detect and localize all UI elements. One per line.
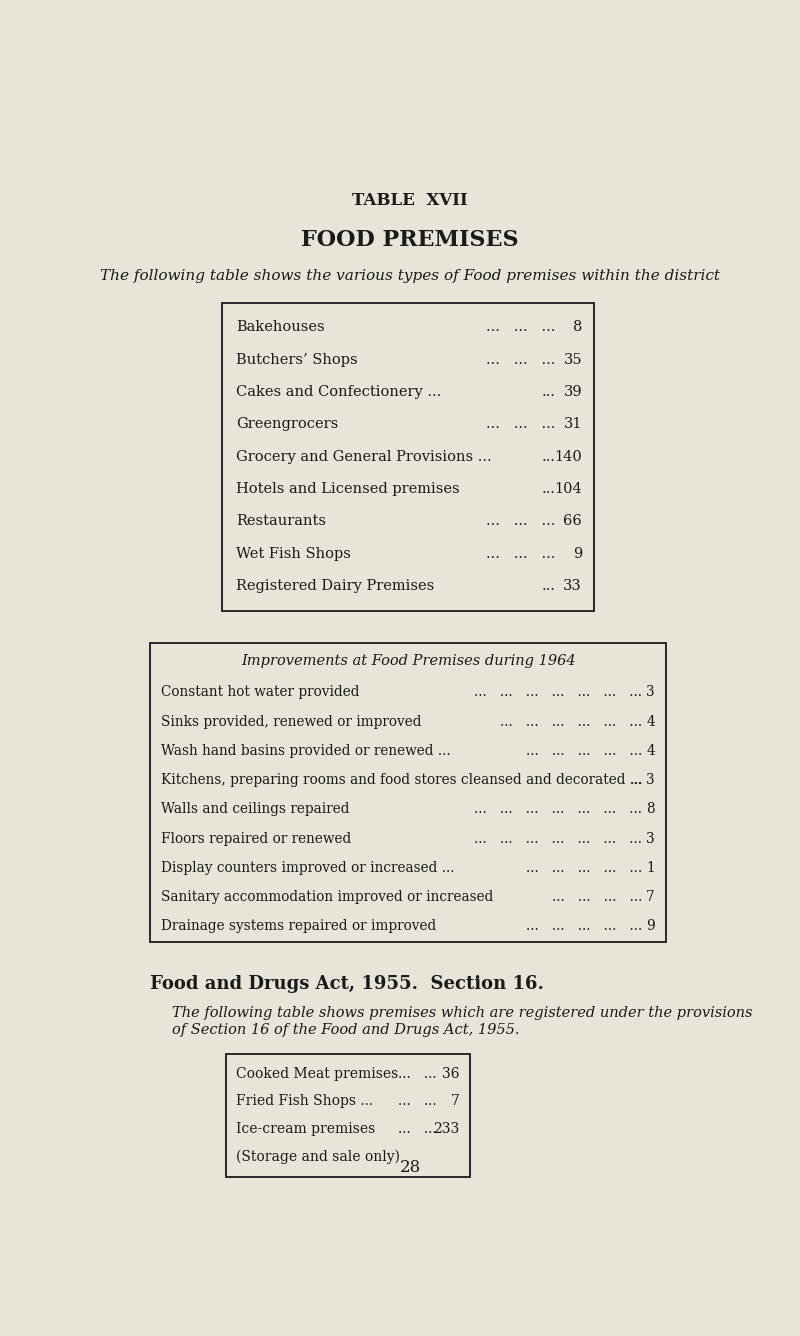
- Text: ...   ...   ...   ...   ...   ...   ...: ... ... ... ... ... ... ...: [474, 832, 642, 846]
- Text: ...: ...: [542, 450, 556, 464]
- Text: ...   ...   ...: ... ... ...: [486, 353, 556, 367]
- Text: Drainage systems repaired or improved: Drainage systems repaired or improved: [162, 919, 437, 934]
- Text: 3: 3: [646, 685, 655, 699]
- Text: 3: 3: [646, 774, 655, 787]
- Text: ...   ...   ...   ...   ...   ...   ...: ... ... ... ... ... ... ...: [474, 803, 642, 816]
- Text: 4: 4: [646, 744, 655, 758]
- Text: Food and Drugs Act, 1955.  Section 16.: Food and Drugs Act, 1955. Section 16.: [150, 975, 544, 993]
- Text: ...   ...   ...   ...   ...   ...: ... ... ... ... ... ...: [500, 715, 642, 728]
- Text: 28: 28: [399, 1158, 421, 1176]
- Text: Registered Dairy Premises: Registered Dairy Premises: [237, 578, 434, 593]
- Text: Floors repaired or renewed: Floors repaired or renewed: [162, 832, 351, 846]
- Text: 4: 4: [646, 715, 655, 728]
- Text: ...: ...: [542, 385, 556, 399]
- Text: Ice-cream premises: Ice-cream premises: [237, 1122, 376, 1136]
- Text: Cooked Meat premises: Cooked Meat premises: [237, 1066, 398, 1081]
- Text: ...   ...   ...: ... ... ...: [486, 417, 556, 432]
- Text: TABLE  XVII: TABLE XVII: [352, 192, 468, 208]
- Text: ...: ...: [630, 774, 642, 787]
- Text: 233: 233: [434, 1122, 459, 1136]
- Text: 31: 31: [563, 417, 582, 432]
- Bar: [222, 303, 594, 611]
- Text: Sanitary accommodation improved or increased: Sanitary accommodation improved or incre…: [162, 890, 494, 904]
- Text: ...   ...   ...: ... ... ...: [486, 514, 556, 529]
- Text: ...   ...   ...   ...   ...: ... ... ... ... ...: [526, 744, 642, 758]
- Text: Display counters improved or increased ...: Display counters improved or increased .…: [162, 860, 454, 875]
- Text: 66: 66: [563, 514, 582, 529]
- Bar: [226, 1054, 470, 1177]
- Text: ...   ...   ...   ...: ... ... ... ...: [552, 890, 642, 904]
- Text: The following table shows premises which are registered under the provisions: The following table shows premises which…: [172, 1006, 753, 1021]
- Text: 9: 9: [646, 919, 655, 934]
- Text: 1: 1: [646, 860, 655, 875]
- Bar: [150, 643, 666, 942]
- Text: ...   ...   ...: ... ... ...: [486, 546, 556, 561]
- Text: Cakes and Confectionery ...: Cakes and Confectionery ...: [237, 385, 442, 399]
- Text: ...   ...   ...   ...   ...: ... ... ... ... ...: [526, 860, 642, 875]
- Text: 8: 8: [573, 321, 582, 334]
- Text: 104: 104: [554, 482, 582, 496]
- Text: Kitchens, preparing rooms and food stores cleansed and decorated ...: Kitchens, preparing rooms and food store…: [162, 774, 643, 787]
- Text: ...   ...: ... ...: [398, 1066, 436, 1081]
- Text: 7: 7: [450, 1094, 459, 1109]
- Text: ...: ...: [542, 482, 556, 496]
- Text: ...   ...: ... ...: [398, 1122, 436, 1136]
- Text: (Storage and sale only): (Storage and sale only): [237, 1149, 400, 1164]
- Text: 8: 8: [646, 803, 655, 816]
- Text: 39: 39: [563, 385, 582, 399]
- Text: Wash hand basins provided or renewed ...: Wash hand basins provided or renewed ...: [162, 744, 451, 758]
- Text: Hotels and Licensed premises: Hotels and Licensed premises: [237, 482, 460, 496]
- Text: ...   ...   ...: ... ... ...: [486, 321, 556, 334]
- Text: Sinks provided, renewed or improved: Sinks provided, renewed or improved: [162, 715, 422, 728]
- Text: Grocery and General Provisions ...: Grocery and General Provisions ...: [237, 450, 492, 464]
- Text: Walls and ceilings repaired: Walls and ceilings repaired: [162, 803, 350, 816]
- Text: Fried Fish Shops ...: Fried Fish Shops ...: [237, 1094, 374, 1109]
- Text: 9: 9: [573, 546, 582, 561]
- Text: ...: ...: [542, 578, 556, 593]
- Text: Butchers’ Shops: Butchers’ Shops: [237, 353, 358, 367]
- Text: Constant hot water provided: Constant hot water provided: [162, 685, 360, 699]
- Text: Greengrocers: Greengrocers: [237, 417, 338, 432]
- Text: Wet Fish Shops: Wet Fish Shops: [237, 546, 351, 561]
- Text: Improvements at Food Premises during 1964: Improvements at Food Premises during 196…: [241, 653, 575, 668]
- Text: ...   ...   ...   ...   ...   ...   ...: ... ... ... ... ... ... ...: [474, 685, 642, 699]
- Text: ...   ...   ...   ...   ...: ... ... ... ... ...: [526, 919, 642, 934]
- Text: 140: 140: [554, 450, 582, 464]
- Text: 3: 3: [646, 832, 655, 846]
- Text: Bakehouses: Bakehouses: [237, 321, 325, 334]
- Text: ...   ...: ... ...: [398, 1094, 436, 1109]
- Text: 7: 7: [646, 890, 655, 904]
- Text: 33: 33: [563, 578, 582, 593]
- Text: 36: 36: [442, 1066, 459, 1081]
- Text: The following table shows the various types of Food premises within the district: The following table shows the various ty…: [100, 269, 720, 283]
- Text: 35: 35: [563, 353, 582, 367]
- Text: of Section 16 of the Food and Drugs Act, 1955.: of Section 16 of the Food and Drugs Act,…: [172, 1023, 519, 1038]
- Text: Restaurants: Restaurants: [237, 514, 326, 529]
- Text: FOOD PREMISES: FOOD PREMISES: [301, 228, 519, 251]
